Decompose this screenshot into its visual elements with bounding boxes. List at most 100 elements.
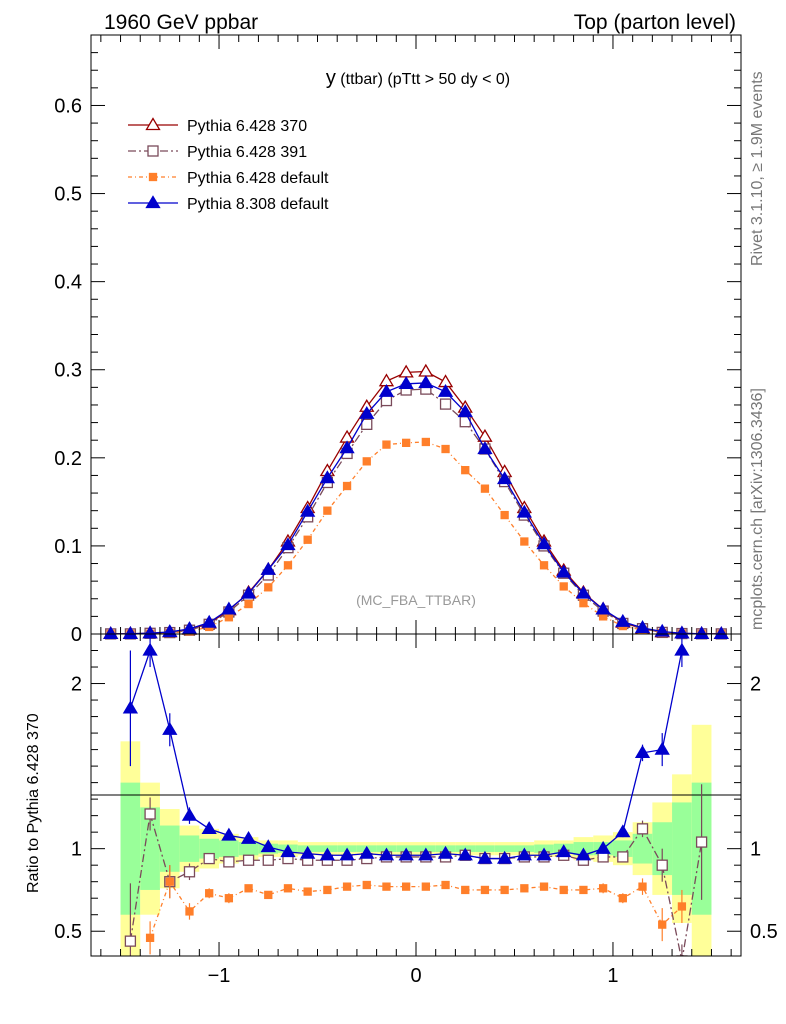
series-point (713, 626, 729, 640)
ratio-series-point (339, 847, 355, 861)
mcplots-side-label: mcplots.cern.ch [arXiv:1306.3436] (749, 388, 766, 630)
ratio-series-point (598, 884, 608, 893)
ratio-band-green (140, 807, 160, 890)
watermark-label: (MC_FBA_TTBAR) (356, 592, 476, 608)
legend-marker (147, 145, 159, 157)
ratio-uncertainty-bands (120, 724, 712, 956)
ratio-series-point (638, 882, 647, 891)
ratio-series-point (441, 880, 450, 890)
ratio-series-point (500, 885, 509, 895)
ratio-series-point (185, 907, 194, 916)
main-y-tick-label: 0.5 (54, 184, 82, 206)
ratio-band-green (120, 782, 141, 915)
series-point (539, 561, 549, 570)
ratio-series-point (260, 839, 276, 853)
x-tick-label: −1 (208, 965, 231, 987)
ratio-series-line (149, 880, 683, 939)
main-y-tick-label: 0.2 (54, 448, 82, 470)
series-point (303, 535, 312, 544)
series-point (559, 582, 568, 591)
ratio-series-point (122, 700, 139, 714)
series-point (361, 418, 373, 431)
series-point (520, 537, 529, 546)
ratio-series-point (300, 845, 316, 859)
ratio-series-point (437, 845, 454, 859)
ratio-series-point (223, 856, 235, 868)
series-point (323, 506, 332, 515)
series-point (264, 583, 273, 592)
ratio-series-line (129, 648, 683, 860)
ratio-series-point (319, 847, 336, 861)
header-left-label: 1960 GeV ppbar (104, 11, 258, 34)
series-point (398, 364, 414, 378)
series-point (362, 457, 371, 466)
series-point (382, 440, 391, 449)
series-point (359, 406, 375, 419)
ratio-series-point (145, 933, 155, 942)
series-point (575, 585, 592, 599)
series-point (461, 466, 470, 475)
ratio-band-green (632, 833, 653, 864)
ratio-y-tick-label: 1 (71, 839, 82, 861)
chart-title-sub: (ttbar) (pTtt > 50 dy < 0) (336, 71, 510, 88)
series-point (402, 438, 411, 447)
header-right-label: Top (parton level) (574, 11, 736, 34)
series-point (260, 561, 276, 575)
series-point (103, 626, 119, 640)
ratio-series-point (457, 847, 473, 861)
ratio-y-tick-label-right: 2 (750, 674, 761, 696)
ratio-y-axis: 0.5 0.5 1 1 2 2 (54, 650, 778, 943)
main-y-axis: 0 0.1 0.2 0.3 0.4 0.5 0.6 (54, 52, 741, 646)
ratio-series-point (595, 840, 611, 854)
ratio-series-point (654, 741, 670, 755)
ratio-band-green (672, 802, 692, 895)
ratio-series-point (378, 847, 395, 861)
legend-label: Pythia 8.308 default (187, 196, 329, 213)
ratio-band-green (219, 840, 239, 857)
ratio-series-point (142, 642, 158, 656)
ratio-series-point (124, 935, 137, 947)
main-y-tick-label: 0.1 (54, 536, 82, 558)
series-point (516, 504, 532, 518)
x-tick-label: 0 (410, 965, 421, 987)
chart-title-main: y (326, 67, 336, 89)
series-point (693, 626, 710, 639)
ratio-panel: 0.5 0.5 1 1 2 2 −1 0 1 Ratio to Pythia 6.428 37… (25, 35, 778, 987)
main-y-tick-label: 0.4 (54, 272, 82, 294)
ratio-series-point (676, 955, 688, 956)
main-y-tick-label: 0.3 (54, 360, 82, 382)
series-point (500, 510, 509, 520)
legend-label: Pythia 6.428 370 (187, 118, 307, 135)
series-point (496, 471, 513, 485)
series-point (224, 613, 234, 622)
series-point (634, 620, 651, 633)
ratio-series-point (421, 882, 430, 891)
ratio-series-point (201, 821, 217, 835)
ratio-series-point (656, 859, 668, 871)
legend: Pythia 6.428 370 Pythia 6.428 391 Pythia 6… (128, 117, 329, 213)
ratio-series-point (224, 894, 234, 903)
series-point (319, 470, 336, 484)
series-point (579, 599, 588, 608)
series-point (283, 561, 293, 570)
series-point (477, 428, 493, 442)
ratio-series-point (418, 847, 434, 861)
ratio-series-point (283, 884, 293, 893)
series-point (300, 503, 316, 517)
series-point (342, 481, 352, 491)
ratio-y-axis-label: Ratio to Pythia 6.428 370 (25, 713, 42, 893)
ratio-series-point (181, 807, 198, 821)
series-point (418, 363, 434, 377)
ratio-series-point (480, 885, 490, 895)
ratio-series-point (615, 824, 631, 838)
series-point (421, 437, 430, 447)
ratio-series-point (477, 850, 493, 864)
series-point (418, 375, 434, 389)
ratio-series-point (382, 882, 391, 891)
ratio-series-point (618, 894, 627, 903)
series-point (480, 484, 490, 493)
ratio-y-tick-label-right: 1 (750, 839, 761, 861)
ratio-series-point (516, 847, 532, 861)
ratio-y-tick-label-right: 0.5 (750, 921, 778, 943)
